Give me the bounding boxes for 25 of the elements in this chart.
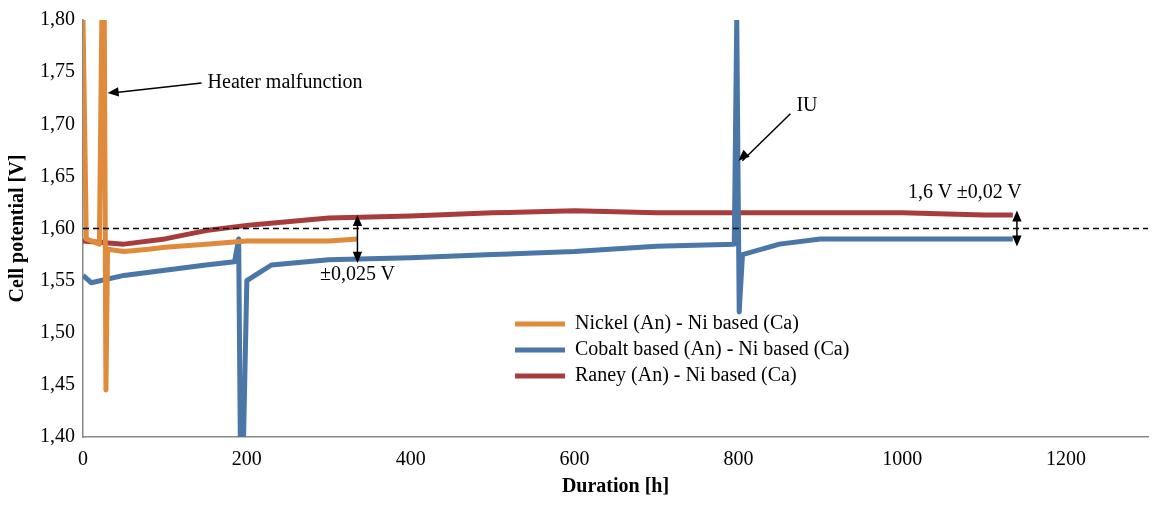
y-tick-label: 1,40 xyxy=(40,424,75,447)
y-tick-label: 1,75 xyxy=(40,59,75,82)
x-tick-label: 1000 xyxy=(882,447,923,470)
x-tick-label: 600 xyxy=(559,447,590,470)
y-tick-label: 1,50 xyxy=(40,320,75,342)
y-tick-label: 1,65 xyxy=(40,163,75,186)
y-tick-label: 1,70 xyxy=(40,111,75,134)
legend-label: Nickel (An) - Ni based (Ca) xyxy=(575,311,799,335)
y-axis-title: Cell potential [V] xyxy=(5,154,29,303)
annotation: IU xyxy=(796,92,819,115)
x-axis-title: Duration [h] xyxy=(561,474,670,497)
annotation: 1,6 V ±0,02 V xyxy=(908,179,1023,202)
annotation: Heater malfunction xyxy=(207,70,363,93)
legend-label: Raney (An) - Ni based (Ca) xyxy=(575,363,797,387)
x-tick-label: 200 xyxy=(231,447,262,470)
x-tick-label: 0 xyxy=(78,447,88,470)
y-tick-label: 1,45 xyxy=(40,372,75,395)
x-tick-label: 1200 xyxy=(1046,447,1087,470)
legend-label: Cobalt based (An) - Ni based (Ca) xyxy=(575,337,850,361)
annotation: ±0,025 V xyxy=(319,262,396,285)
y-tick-label: 1,60 xyxy=(40,215,75,238)
y-tick-label: 1,80 xyxy=(40,7,75,30)
x-tick-label: 800 xyxy=(723,447,754,470)
y-tick-label: 1,55 xyxy=(40,267,75,290)
x-tick-label: 400 xyxy=(395,447,426,470)
